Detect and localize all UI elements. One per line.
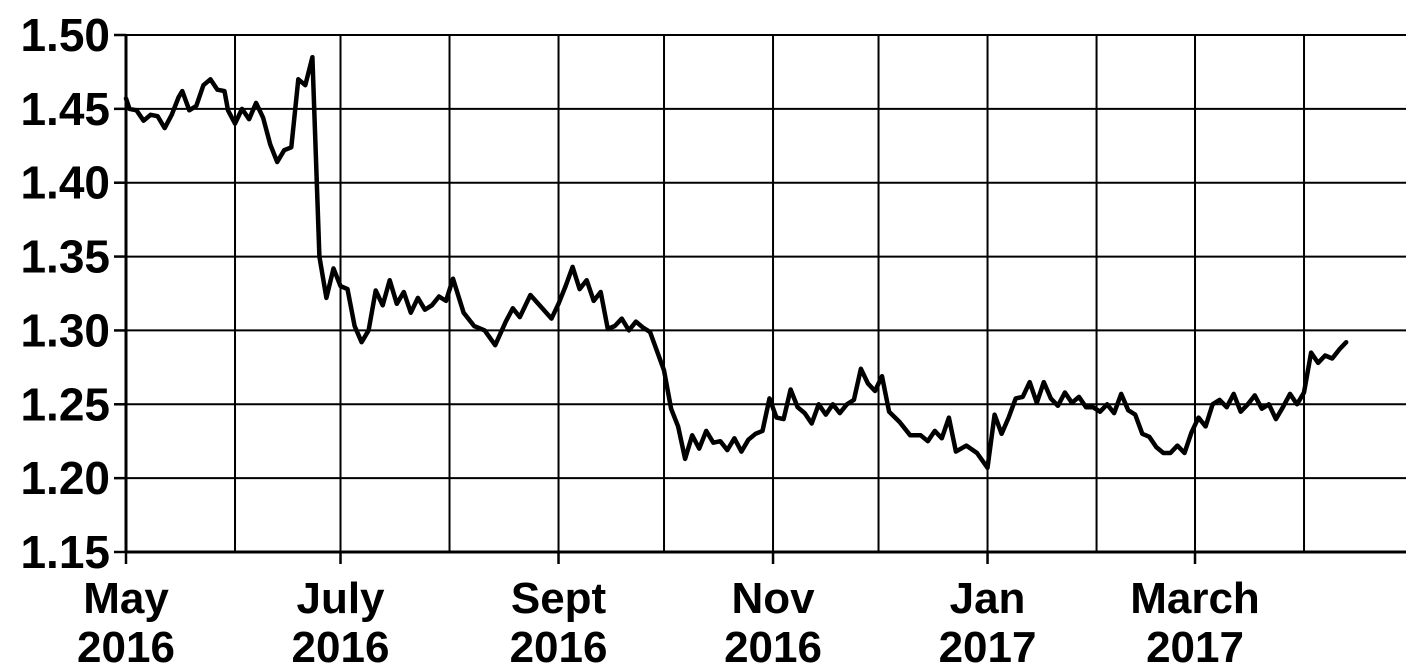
x-tick-label-year: 2017 bbox=[939, 623, 1037, 666]
x-tick-label-year: 2016 bbox=[292, 623, 390, 666]
x-axis-tick-labels: May2016July2016Sept2016Nov2016Jan2017Mar… bbox=[77, 552, 1260, 666]
x-tick-label-month: May bbox=[83, 574, 169, 623]
x-tick-label-month: Sept bbox=[511, 574, 607, 623]
x-tick-label-year: 2016 bbox=[510, 623, 608, 666]
x-tick-label-month: July bbox=[296, 574, 385, 623]
y-tick-label: 1.30 bbox=[20, 304, 110, 356]
x-tick-label-month: Nov bbox=[731, 574, 815, 623]
horizontal-gridlines bbox=[114, 33, 1406, 554]
y-tick-label: 1.45 bbox=[20, 83, 110, 135]
y-tick-label: 1.35 bbox=[20, 231, 110, 283]
x-tick-label-month: Jan bbox=[950, 574, 1026, 623]
y-tick-label: 1.40 bbox=[20, 157, 110, 209]
y-axis-tick-labels: 1.15 1.20 1.25 1.30 1.35 1.40 1.45 1.50 bbox=[20, 9, 110, 578]
axes bbox=[124, 35, 1406, 554]
vertical-gridlines bbox=[125, 35, 1306, 552]
x-tick-label-year: 2016 bbox=[77, 623, 175, 666]
y-tick-label: 1.15 bbox=[20, 526, 110, 578]
x-tick-label-month: March bbox=[1130, 574, 1260, 623]
y-tick-label: 1.50 bbox=[20, 9, 110, 61]
x-tick-label-year: 2016 bbox=[724, 623, 822, 666]
x-tick-label-year: 2017 bbox=[1146, 623, 1244, 666]
series-line bbox=[123, 54, 1349, 471]
y-tick-label: 1.20 bbox=[20, 452, 110, 504]
y-tick-label: 1.25 bbox=[20, 378, 110, 430]
